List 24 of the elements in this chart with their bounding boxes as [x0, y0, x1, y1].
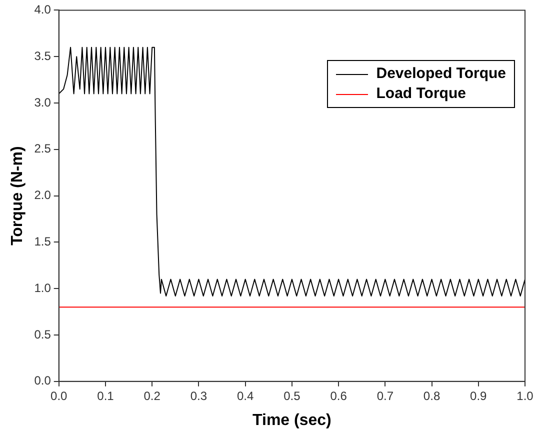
y-tick-label: 3.0 [34, 95, 52, 110]
y-tick-label: 3.5 [34, 48, 52, 63]
x-tick-label: 0.4 [236, 388, 254, 403]
x-tick-label: 0.5 [284, 388, 301, 403]
x-tick-label: 0.0 [50, 388, 68, 403]
x-tick-label: 1.0 [516, 388, 534, 403]
y-tick-label: 0.0 [34, 374, 52, 388]
y-tick-label: 2.0 [34, 188, 52, 202]
x-tick-label: 0.2 [144, 388, 161, 403]
x-tick-label: 0.6 [330, 388, 348, 403]
x-tick-label: 0.7 [376, 388, 394, 403]
y-tick-label: 4.0 [34, 2, 52, 17]
x-tick-label: 0.8 [423, 388, 440, 403]
x-axis-title: Time (sec) [252, 412, 332, 429]
y-tick-label: 1.0 [34, 280, 52, 295]
y-tick-label: 2.5 [34, 142, 52, 156]
y-tick-label: 1.5 [34, 234, 52, 249]
x-tick-label: 0.1 [97, 388, 114, 403]
y-axis-title: Torque (N-m) [9, 146, 26, 246]
x-tick-label: 0.3 [190, 388, 208, 403]
x-tick-label: 0.9 [470, 388, 488, 403]
y-tick-label: 0.5 [34, 327, 52, 342]
legend-label: Load Torque [376, 84, 466, 104]
legend-label: Developed Torque [376, 64, 506, 84]
